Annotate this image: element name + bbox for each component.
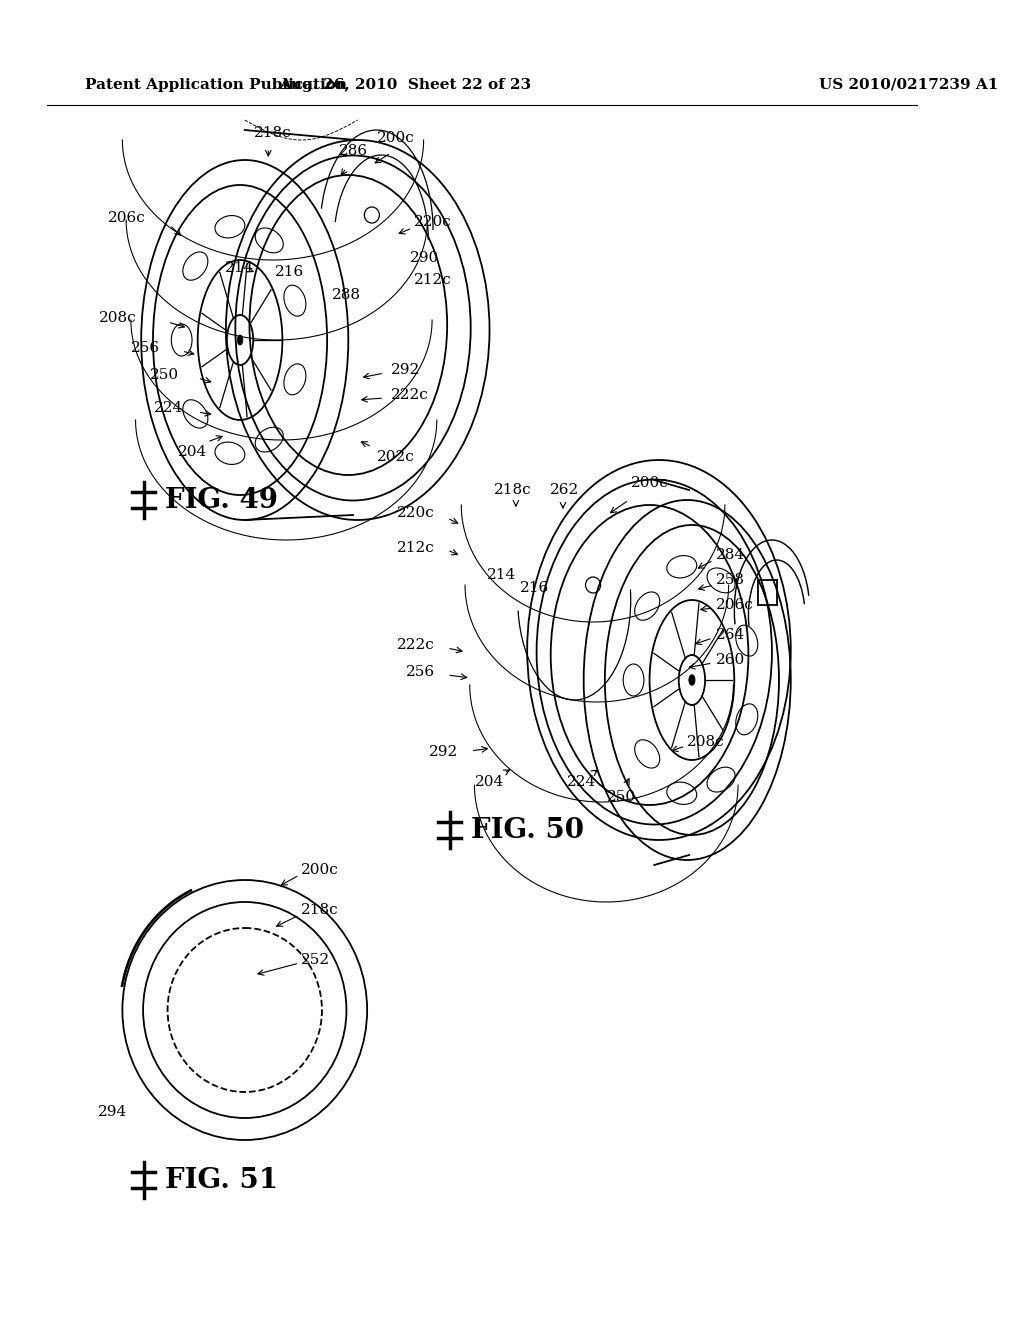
Text: 252: 252 xyxy=(301,953,331,968)
Text: 250: 250 xyxy=(607,789,636,804)
Text: 212c: 212c xyxy=(415,273,452,286)
Text: 290: 290 xyxy=(410,251,438,265)
Text: 214: 214 xyxy=(225,261,255,275)
Text: 256: 256 xyxy=(131,341,160,355)
Text: 218c: 218c xyxy=(301,903,339,917)
Text: 222c: 222c xyxy=(397,638,435,652)
Text: 216: 216 xyxy=(275,265,304,279)
Text: 212c: 212c xyxy=(397,541,435,554)
Text: FIG. 51: FIG. 51 xyxy=(165,1167,278,1193)
Text: 284: 284 xyxy=(716,548,744,562)
Text: 208c: 208c xyxy=(99,312,136,325)
Text: 218c: 218c xyxy=(254,125,292,140)
Text: 256: 256 xyxy=(406,665,435,678)
Text: 214: 214 xyxy=(487,568,516,582)
Text: 216: 216 xyxy=(520,581,549,595)
Text: 292: 292 xyxy=(391,363,420,378)
Text: 218c: 218c xyxy=(495,483,531,498)
Text: 224: 224 xyxy=(567,775,596,789)
Text: 220c: 220c xyxy=(415,215,452,228)
Text: 258: 258 xyxy=(716,573,744,587)
Text: Aug. 26, 2010  Sheet 22 of 23: Aug. 26, 2010 Sheet 22 of 23 xyxy=(279,78,530,92)
Text: 200c: 200c xyxy=(377,131,415,145)
Ellipse shape xyxy=(689,675,694,685)
Text: 200c: 200c xyxy=(301,863,339,876)
Ellipse shape xyxy=(238,335,243,345)
Text: 220c: 220c xyxy=(397,506,435,520)
Text: 262: 262 xyxy=(550,483,580,498)
Text: 292: 292 xyxy=(429,744,459,759)
Text: Patent Application Publication: Patent Application Publication xyxy=(85,78,347,92)
Text: 206c: 206c xyxy=(716,598,754,612)
Text: 224: 224 xyxy=(155,401,183,414)
Text: 204: 204 xyxy=(178,445,208,459)
Text: 288: 288 xyxy=(332,288,360,302)
Text: 200c: 200c xyxy=(631,477,669,490)
Text: 206c: 206c xyxy=(109,211,145,224)
Text: 264: 264 xyxy=(716,628,744,642)
Text: 260: 260 xyxy=(716,653,744,667)
Text: 204: 204 xyxy=(475,775,504,789)
Text: 286: 286 xyxy=(339,144,368,158)
Text: 208c: 208c xyxy=(687,735,725,748)
Text: 250: 250 xyxy=(150,368,179,381)
Text: FIG. 50: FIG. 50 xyxy=(471,817,584,843)
Text: 294: 294 xyxy=(98,1105,128,1119)
Text: FIG. 49: FIG. 49 xyxy=(165,487,278,513)
Text: 222c: 222c xyxy=(391,388,428,403)
Text: 202c: 202c xyxy=(377,450,415,465)
Text: US 2010/0217239 A1: US 2010/0217239 A1 xyxy=(819,78,998,92)
